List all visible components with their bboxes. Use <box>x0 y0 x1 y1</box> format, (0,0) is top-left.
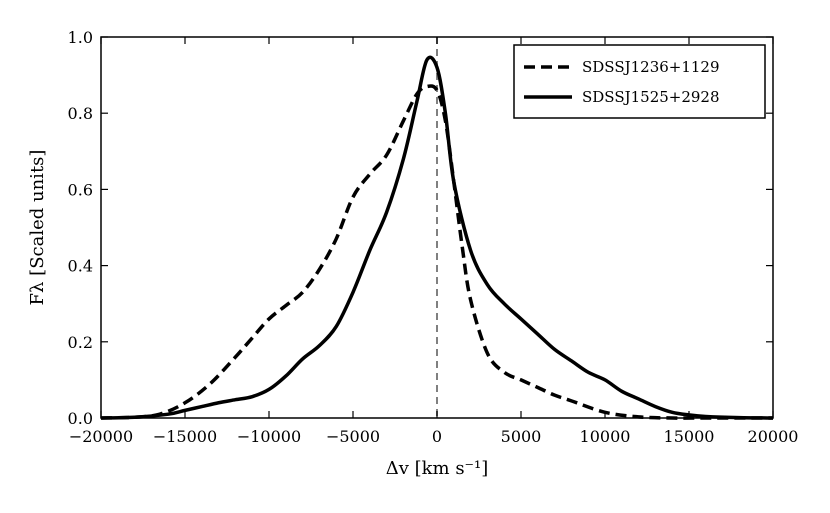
y-tick-label: 0.0 <box>68 409 93 428</box>
y-tick-label: 1.0 <box>68 28 93 47</box>
y-axis-title: Fλ [Scaled units] <box>27 150 48 306</box>
x-tick-label: 5000 <box>501 427 542 446</box>
x-tick-label: 10000 <box>580 427 631 446</box>
plot-area <box>100 37 774 420</box>
y-tick-label: 0.4 <box>68 257 93 276</box>
series-line-2 <box>100 55 774 420</box>
x-tick-label: −10000 <box>237 427 301 446</box>
y-tick-label: 0.2 <box>68 333 93 352</box>
legend-label-1: SDSSJ1236+1129 <box>582 58 720 76</box>
legend-label-2: SDSSJ1525+2928 <box>582 88 720 106</box>
x-tick-label: −20000 <box>69 427 133 446</box>
x-axis-title: Δv [km s⁻¹] <box>386 458 489 479</box>
y-tick-label: 0.6 <box>68 180 93 199</box>
x-tick-label: 15000 <box>664 427 715 446</box>
x-tick-label: −5000 <box>326 427 380 446</box>
axes: −20000 −15000 −10000 −5000 0 5000 10000 15000 20… <box>27 28 798 479</box>
legend-box <box>513 44 766 119</box>
x-tick-label: 0 <box>432 427 442 446</box>
legend: SDSSJ1236+1129 SDSSJ1525+2928 <box>513 44 766 119</box>
x-tick-label: −15000 <box>153 427 217 446</box>
y-tick-label: 0.8 <box>68 104 93 123</box>
x-tick-label: 20000 <box>748 427 799 446</box>
